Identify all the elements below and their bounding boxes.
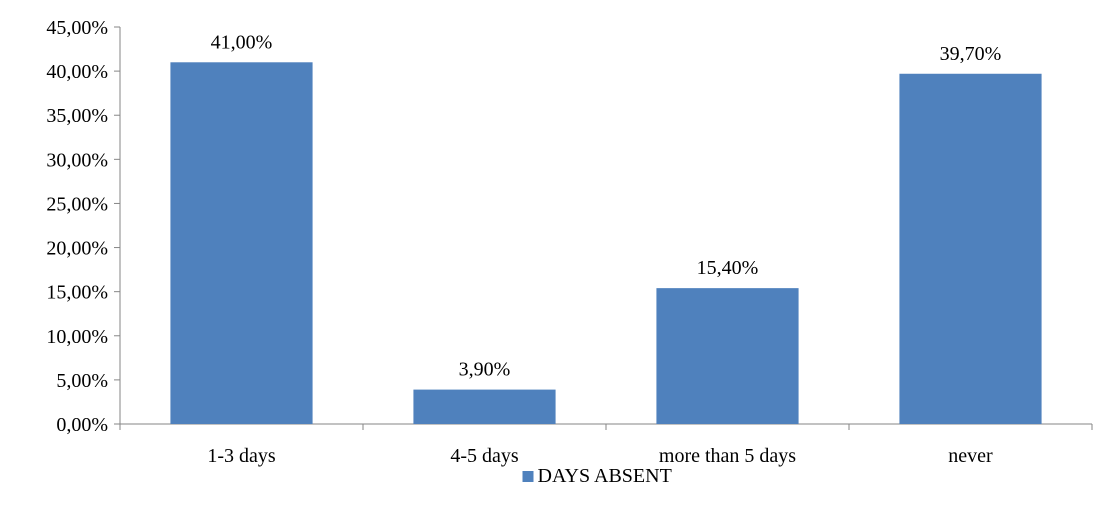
- y-tick-label: 25,00%: [46, 193, 108, 215]
- y-axis: 0,00% 5,00% 10,00% 15,00% 20,00% 25,00% 30,00%…: [46, 17, 121, 436]
- bar: [656, 288, 799, 424]
- x-tick-label: 1-3 days: [207, 445, 276, 467]
- y-tick-label: 45,00%: [46, 17, 108, 39]
- y-tick-label: 40,00%: [46, 61, 108, 83]
- data-label: 41,00%: [211, 31, 273, 53]
- bars: [170, 62, 1042, 425]
- x-tick-label: 4-5 days: [450, 445, 519, 467]
- y-tick-label: 35,00%: [46, 105, 108, 127]
- bar: [413, 389, 556, 424]
- data-label: 3,90%: [459, 359, 511, 381]
- y-tick-label: 5,00%: [56, 370, 108, 392]
- y-tick-label: 0,00%: [56, 414, 108, 436]
- y-tick-label: 20,00%: [46, 238, 108, 260]
- legend-label: DAYS ABSENT: [538, 465, 672, 487]
- data-labels: 41,00% 3,90% 15,40% 39,70%: [211, 31, 1002, 380]
- bar: [899, 73, 1042, 424]
- legend: DAYS ABSENT: [522, 465, 672, 487]
- y-tick-label: 15,00%: [46, 282, 108, 304]
- x-tick-label: more than 5 days: [659, 445, 796, 467]
- bar: [170, 62, 313, 425]
- y-tick-label: 10,00%: [46, 326, 108, 348]
- legend-swatch: [522, 471, 534, 482]
- x-axis: 1-3 days 4-5 days more than 5 days never: [119, 423, 1093, 467]
- x-tick-label: never: [948, 445, 993, 467]
- y-tick-label: 30,00%: [46, 149, 108, 171]
- data-label: 15,40%: [697, 257, 759, 279]
- data-label: 39,70%: [940, 43, 1002, 65]
